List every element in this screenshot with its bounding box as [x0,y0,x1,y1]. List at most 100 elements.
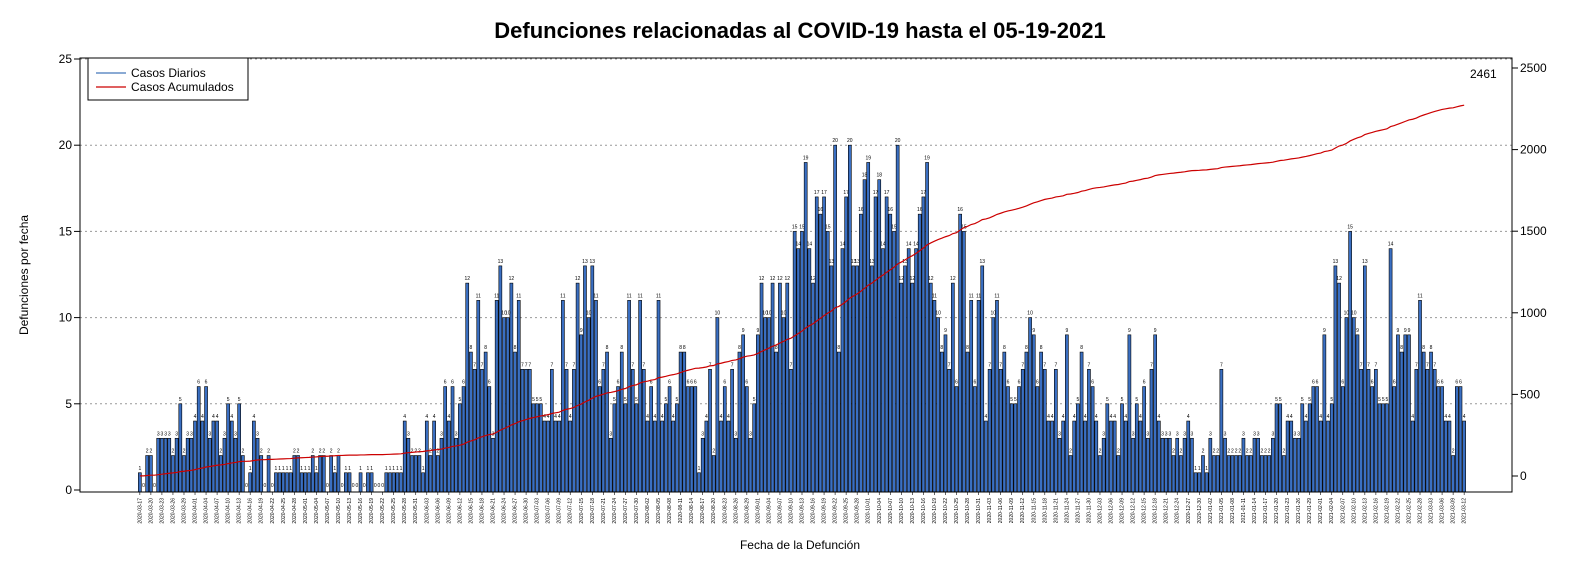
bar-value-label: 8 [940,345,943,351]
bar [1296,437,1301,493]
bar-value-label: 3 [1297,431,1300,437]
bar [608,437,613,493]
x-tick-label: 2021-01-02 [1208,498,1214,524]
bar [424,420,429,493]
bar [1087,369,1091,493]
bar-value-label: 19 [924,155,930,161]
x-tick-label: 2020-12-15 [1142,498,1148,524]
bar [1359,369,1363,493]
x-tick-label: 2021-03-12 [1462,498,1468,524]
bar-value-label: 16 [888,207,894,213]
bar [1234,455,1238,493]
bar [748,437,753,493]
x-tick-label: 2020-08-17 [700,498,706,524]
x-tick-label: 2020-09-13 [800,498,806,524]
bar-value-label: 17 [843,190,849,196]
bar-value-label: 2 [149,449,152,455]
bar [1311,386,1316,493]
bar [1363,265,1367,493]
x-tick-label: 2020-11-27 [1075,498,1081,523]
bar-value-label: 2 [146,449,149,455]
bar [266,455,271,493]
bar-value-label: 3 [734,431,737,437]
bar [524,369,528,493]
bar [1421,351,1426,493]
bar [303,472,308,493]
bar [984,420,988,493]
bar-value-label: 2 [1452,449,1455,455]
bar [722,386,727,493]
bar-value-label: 13 [851,259,857,265]
x-tick-label: 2020-09-25 [844,498,850,524]
bar [546,420,550,493]
bar [366,472,370,493]
bar [987,369,992,493]
x-tick-label: 2021-02-19 [1384,498,1390,524]
bar [1094,420,1099,493]
x-tick-label: 2020-08-26 [733,498,739,524]
x-tick-label: 2021-02-10 [1351,498,1357,524]
bar-value-label: 12 [770,276,776,282]
bar [881,248,885,493]
bar-value-label: 14 [1388,242,1394,248]
bar-value-label: 15 [799,224,805,230]
bar-value-label: 8 [1422,345,1425,351]
bar [281,472,286,493]
bar-value-label: 6 [745,380,748,386]
bar-value-label: 3 [1168,431,1171,437]
x-tick-label: 2020-12-06 [1109,498,1115,524]
x-tick-label: 2020-11-03 [987,498,993,523]
bar [962,231,966,493]
bar-value-label: 6 [974,380,977,386]
bar-value-label: 4 [1047,414,1050,420]
bar [829,265,834,493]
bar [1385,403,1389,493]
bar [774,351,779,493]
bar [980,265,985,493]
bar [862,179,867,493]
bar-value-label: 5 [664,397,667,403]
bar [1006,386,1010,493]
bar [516,300,521,493]
bar-value-label: 5 [1106,397,1109,403]
bar-value-label: 2 [436,449,439,455]
y-tick-label: 5 [65,397,72,411]
bar-value-label: 7 [790,362,793,368]
bar-value-label: 12 [777,276,783,282]
x-tick-label: 2020-07-21 [601,498,607,524]
bar [752,403,756,493]
bar [336,455,341,493]
bar [1215,455,1220,493]
bar-value-label: 7 [521,362,524,368]
bar-value-label: 3 [1058,431,1061,437]
bar [991,317,996,493]
bar [995,300,999,493]
bar [252,420,256,493]
bar-value-label: 15 [825,224,831,230]
bar-value-label: 3 [157,431,160,437]
bar [1116,455,1121,493]
bar [494,300,499,493]
x-tick-label: 2020-08-11 [678,498,684,523]
bar-value-label: 8 [837,345,840,351]
bar [218,455,223,493]
bar [1381,403,1386,493]
bar-value-label: 16 [858,207,864,213]
bar-value-label: 7 [1426,362,1429,368]
bar-value-label: 3 [609,431,612,437]
bar-value-label: 10 [1344,311,1350,317]
bar-value-label: 4 [1411,414,1414,420]
bar-value-label: 6 [598,380,601,386]
bar [733,437,738,493]
bar-value-label: 5 [676,397,679,403]
bar-value-label: 4 [1444,414,1447,420]
bar [877,179,882,493]
bar [579,334,584,493]
bar [638,300,642,493]
x-tick-label: 2020-10-10 [899,498,905,524]
legend-cumulative-label: Casos Acumulados [131,80,234,94]
bar [1054,369,1058,493]
bar [814,196,819,493]
bar-value-label: 16 [957,207,963,213]
bar-value-label: 18 [862,173,868,179]
